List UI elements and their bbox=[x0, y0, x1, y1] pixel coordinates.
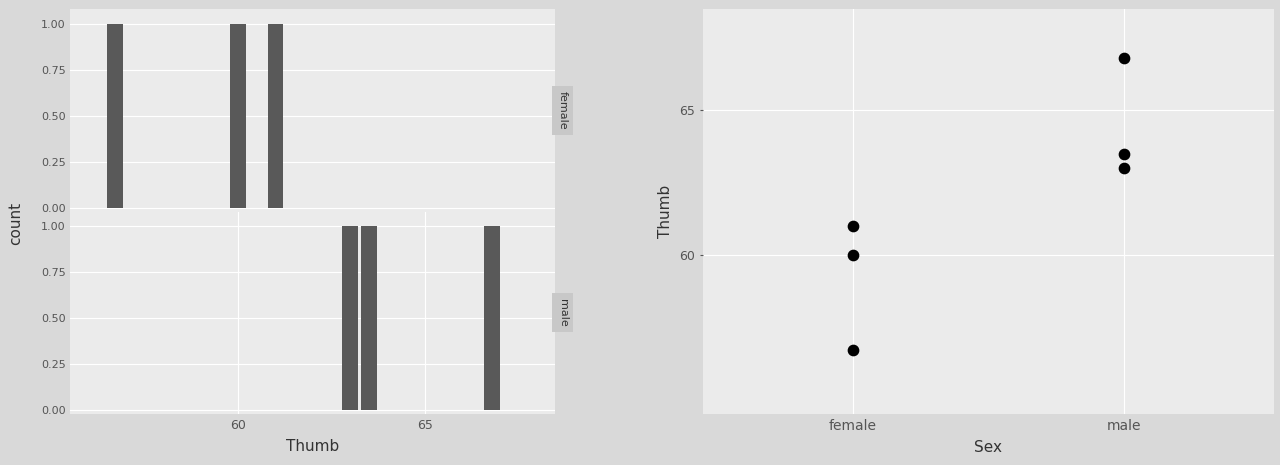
Y-axis label: Thumb: Thumb bbox=[658, 185, 672, 238]
Bar bbox=[342, 226, 358, 410]
Point bbox=[1114, 150, 1134, 158]
Text: female: female bbox=[558, 91, 567, 130]
Point bbox=[842, 222, 863, 230]
Bar bbox=[268, 24, 283, 208]
Text: male: male bbox=[558, 299, 567, 326]
Bar bbox=[484, 226, 499, 410]
X-axis label: Thumb: Thumb bbox=[287, 438, 339, 454]
Point bbox=[1114, 165, 1134, 172]
Text: count: count bbox=[8, 202, 23, 245]
Bar bbox=[230, 24, 246, 208]
Point bbox=[842, 346, 863, 354]
X-axis label: Sex: Sex bbox=[974, 439, 1002, 455]
Bar bbox=[108, 24, 123, 208]
Point bbox=[1114, 55, 1134, 62]
Point bbox=[842, 251, 863, 259]
Bar bbox=[361, 226, 376, 410]
